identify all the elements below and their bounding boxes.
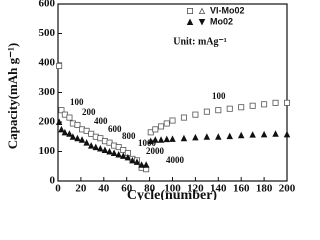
chart: Unit: mAg⁻¹ Cycle(number) Capacity(mAh g… xyxy=(5,0,296,203)
legend-marker xyxy=(198,7,206,14)
unit-note: Unit: mAg⁻¹ xyxy=(173,36,227,47)
point xyxy=(66,114,73,121)
rate-label: 200 xyxy=(82,107,96,117)
point xyxy=(66,130,73,137)
point xyxy=(129,156,136,164)
point xyxy=(142,161,150,168)
x-tick-label: 120 xyxy=(187,183,204,195)
point xyxy=(180,114,187,121)
point xyxy=(58,107,65,114)
point xyxy=(169,135,176,142)
point xyxy=(152,136,159,143)
x-tick-label: 140 xyxy=(210,183,227,195)
rate-label: 400 xyxy=(94,116,108,126)
point xyxy=(158,123,165,130)
point xyxy=(203,133,211,140)
point xyxy=(272,99,279,106)
point xyxy=(115,150,122,158)
legend-label: VI-Mo02 xyxy=(210,5,245,15)
x-tick-label: 200 xyxy=(279,183,296,195)
point xyxy=(215,107,222,114)
point xyxy=(215,133,222,140)
point xyxy=(78,136,86,143)
point xyxy=(92,143,100,151)
point xyxy=(203,108,210,115)
legend-marker xyxy=(198,19,206,26)
point xyxy=(56,62,63,69)
point xyxy=(283,99,290,106)
rate-label: 600 xyxy=(108,124,122,134)
point xyxy=(163,120,170,127)
point xyxy=(180,134,188,142)
point xyxy=(74,121,81,128)
point xyxy=(238,104,245,111)
x-tick-label: 160 xyxy=(233,183,250,195)
point xyxy=(69,133,77,140)
rate-label: 800 xyxy=(122,131,136,141)
legend-label: Mo02 xyxy=(210,16,233,26)
point xyxy=(272,130,279,137)
point xyxy=(58,125,65,133)
point xyxy=(226,105,233,112)
point xyxy=(101,146,109,154)
point xyxy=(133,158,141,165)
point xyxy=(249,131,256,138)
point xyxy=(260,130,268,138)
point xyxy=(237,131,245,139)
point xyxy=(55,118,63,125)
point xyxy=(192,111,199,118)
point xyxy=(138,161,145,168)
legend-marker xyxy=(186,18,194,25)
point xyxy=(83,139,90,146)
point xyxy=(226,132,233,140)
point xyxy=(97,145,104,152)
rate-label: 2000 xyxy=(146,146,165,156)
point xyxy=(120,152,127,159)
y-tick-label: 0 xyxy=(50,175,56,187)
x-tick-label: 80 xyxy=(144,183,156,195)
point xyxy=(163,135,171,143)
point xyxy=(261,101,268,108)
rate-label: 100 xyxy=(212,91,226,101)
y-tick-label: 500 xyxy=(39,27,56,39)
legend-marker xyxy=(186,7,193,14)
y-axis-label: Capacity(mAh g⁻¹) xyxy=(5,43,20,149)
point xyxy=(157,136,165,143)
rate-label: 4000 xyxy=(166,155,185,165)
point xyxy=(106,148,113,155)
y-tick-label: 400 xyxy=(39,57,56,69)
rate-label: 1000 xyxy=(138,138,157,148)
point xyxy=(169,117,176,124)
x-tick-label: 180 xyxy=(256,183,273,195)
y-tick-label: 600 xyxy=(39,0,56,10)
point xyxy=(147,137,154,145)
point xyxy=(152,126,159,133)
x-tick-label: 0 xyxy=(55,183,61,195)
point xyxy=(61,128,69,136)
point xyxy=(192,133,199,141)
point xyxy=(249,102,256,109)
point xyxy=(283,130,291,138)
x-axis-label: Cycle(number) xyxy=(127,188,218,200)
point xyxy=(110,149,118,156)
rate-label: 100 xyxy=(70,97,84,107)
point xyxy=(124,153,132,161)
y-tick-label: 300 xyxy=(39,86,56,98)
y-tick-label: 200 xyxy=(39,116,56,128)
y-tick-label: 100 xyxy=(39,145,56,157)
x-tick-label: 40 xyxy=(98,183,110,195)
x-tick-label: 100 xyxy=(164,183,181,195)
x-tick-label: 60 xyxy=(121,183,133,195)
x-tick-label: 20 xyxy=(75,183,87,195)
point xyxy=(74,134,81,142)
point xyxy=(87,142,95,149)
